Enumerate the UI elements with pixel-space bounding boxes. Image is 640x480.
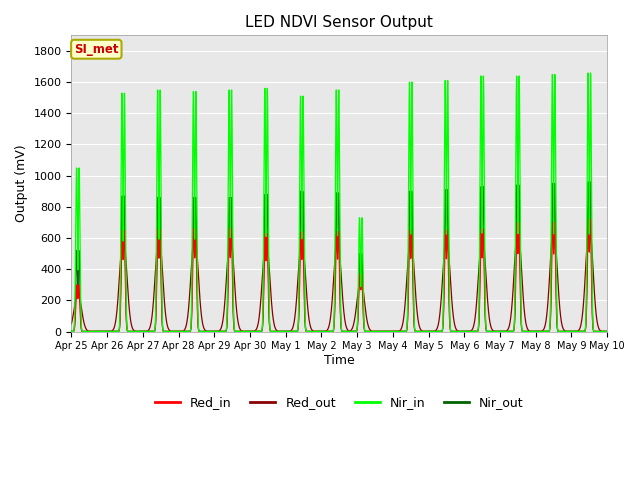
Y-axis label: Output (mV): Output (mV) xyxy=(15,144,28,222)
Text: SI_met: SI_met xyxy=(74,43,118,56)
Legend: Red_in, Red_out, Nir_in, Nir_out: Red_in, Red_out, Nir_in, Nir_out xyxy=(150,391,529,414)
X-axis label: Time: Time xyxy=(324,354,355,367)
Title: LED NDVI Sensor Output: LED NDVI Sensor Output xyxy=(245,15,433,30)
